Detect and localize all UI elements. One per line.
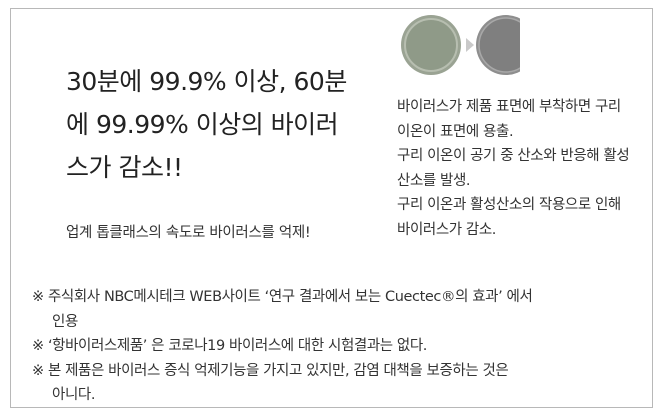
notes: ※ 주식회사 NBC메시테크 WEB사이트 ‘연구 결과에서 보는 Cuecte… [32, 285, 532, 408]
note-text: 아니다. [52, 387, 95, 403]
note-text: 주식회사 NBC메시테크 WEB사이트 ‘연구 결과에서 보는 Cuectec®… [48, 289, 532, 305]
note-text: 본 제품은 바이러스 증식 억제기능을 가지고 있지만, 감염 대책을 보증하는… [48, 363, 508, 379]
note-text: ‘항바이러스제품’ 은 코로나19 바이러스에 대한 시험결과는 없다. [48, 338, 427, 354]
description-line: 구리 이온이 공기 중 산소와 반응해 활성 [397, 144, 629, 169]
page-body: 30분에 99.9% 이상, 60분에 99.99% 이상의 바이러스가 감소!… [0, 0, 662, 417]
note-line: ※ 주식회사 NBC메시테크 WEB사이트 ‘연구 결과에서 보는 Cuecte… [32, 285, 532, 310]
note-marker: ※ [32, 289, 44, 305]
description-line: 바이러스가 제품 표면에 부착하면 구리 [397, 95, 629, 120]
note-line: ※ 본 제품은 바이러스 증식 억제기능을 가지고 있지만, 감염 대책을 보증… [32, 359, 532, 384]
page: Document {"headline": {"lines": ["30분에 9… [0, 0, 662, 417]
note-line: 인용 [32, 310, 532, 335]
note-line: ※ ‘항바이러스제품’ 은 코로나19 바이러스에 대한 시험결과는 없다. [32, 334, 532, 359]
subtext: 업계 톱클래스의 속도로 바이러스를 억제! [66, 221, 310, 242]
note-text: 인용 [52, 314, 78, 330]
description-line: 바이러스가 감소. [397, 218, 629, 243]
note-marker: ※ [32, 338, 44, 354]
headline-line: 30분에 99.9% 이상, 60분 [66, 60, 347, 103]
description-line: 산소를 발생. [397, 169, 629, 194]
before-inner [405, 19, 457, 71]
headline-line: 에 99.99% 이상의 바이러 [66, 103, 347, 146]
description-line: 이온이 표면에 용출. [397, 120, 629, 145]
description-line: 구리 이온과 활성산소의 작용으로 인해 [397, 193, 629, 218]
note-marker: ※ [32, 363, 44, 379]
headline-line: 스가 감소!! [66, 146, 347, 189]
note-line: 아니다. [32, 383, 532, 408]
virus-images [400, 12, 520, 78]
arrow [466, 38, 474, 52]
